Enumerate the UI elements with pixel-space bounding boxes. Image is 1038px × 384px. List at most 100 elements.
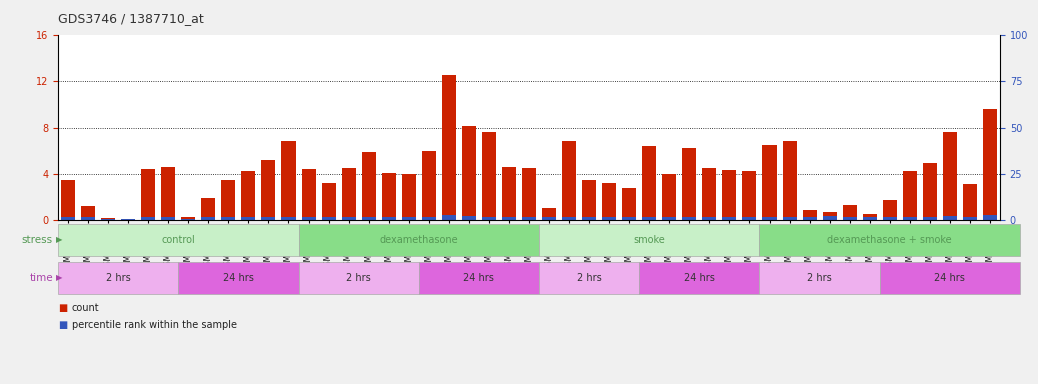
Bar xyxy=(880,262,1020,294)
Text: time: time xyxy=(29,273,53,283)
Bar xyxy=(301,169,316,220)
Text: count: count xyxy=(72,303,100,313)
Bar xyxy=(582,217,596,220)
Bar xyxy=(361,152,376,220)
Bar xyxy=(760,224,1020,256)
Bar xyxy=(882,217,897,220)
Bar xyxy=(262,160,275,220)
Bar xyxy=(923,163,937,220)
Bar xyxy=(539,262,639,294)
Text: ▶: ▶ xyxy=(56,273,62,283)
Bar xyxy=(522,217,536,220)
Bar xyxy=(442,215,456,220)
Bar xyxy=(81,206,95,220)
Bar xyxy=(382,172,395,220)
Bar xyxy=(201,198,215,220)
Text: dexamethasone: dexamethasone xyxy=(380,235,458,245)
Bar xyxy=(281,141,296,220)
Bar xyxy=(442,76,456,220)
Bar xyxy=(502,167,516,220)
Text: ■: ■ xyxy=(58,303,67,313)
Bar xyxy=(703,217,716,220)
Bar xyxy=(58,224,299,256)
Bar xyxy=(983,215,996,220)
Bar xyxy=(201,217,215,220)
Bar xyxy=(539,224,760,256)
Bar xyxy=(101,219,115,220)
Bar xyxy=(402,217,416,220)
Bar xyxy=(602,183,617,220)
Bar xyxy=(863,217,877,220)
Bar xyxy=(662,217,677,220)
Bar xyxy=(923,217,937,220)
Bar xyxy=(242,171,255,220)
Bar xyxy=(322,217,335,220)
Bar xyxy=(141,169,156,220)
Bar xyxy=(562,141,576,220)
Text: 2 hrs: 2 hrs xyxy=(577,273,601,283)
Bar xyxy=(763,217,776,220)
Text: ■: ■ xyxy=(58,320,67,330)
Bar xyxy=(542,217,556,220)
Text: ▶: ▶ xyxy=(56,235,62,245)
Bar xyxy=(760,262,880,294)
Bar xyxy=(161,167,175,220)
Bar xyxy=(742,217,757,220)
Bar xyxy=(763,145,776,220)
Bar xyxy=(101,218,115,220)
Text: percentile rank within the sample: percentile rank within the sample xyxy=(72,320,237,330)
Bar xyxy=(903,217,917,220)
Bar xyxy=(342,217,356,220)
Bar xyxy=(682,148,696,220)
Bar xyxy=(161,217,175,220)
Text: dexamethasone + smoke: dexamethasone + smoke xyxy=(827,235,952,245)
Bar xyxy=(562,217,576,220)
Text: 2 hrs: 2 hrs xyxy=(347,273,371,283)
Bar xyxy=(121,219,135,220)
Bar xyxy=(482,132,496,220)
Bar xyxy=(682,217,696,220)
Bar xyxy=(622,217,636,220)
Text: GDS3746 / 1387710_at: GDS3746 / 1387710_at xyxy=(58,12,203,25)
Bar xyxy=(602,217,617,220)
Bar xyxy=(121,219,135,220)
Text: 24 hrs: 24 hrs xyxy=(934,273,965,283)
Bar xyxy=(382,217,395,220)
Bar xyxy=(262,217,275,220)
Bar xyxy=(783,141,796,220)
Bar xyxy=(863,214,877,220)
Text: 24 hrs: 24 hrs xyxy=(223,273,254,283)
Text: 24 hrs: 24 hrs xyxy=(463,273,494,283)
Bar xyxy=(179,262,299,294)
Bar xyxy=(783,217,796,220)
Bar xyxy=(522,168,536,220)
Bar xyxy=(61,180,75,220)
Bar xyxy=(421,151,436,220)
Bar xyxy=(903,171,917,220)
Bar xyxy=(81,217,95,220)
Bar xyxy=(643,146,656,220)
Bar xyxy=(943,132,957,220)
Bar xyxy=(182,217,195,220)
Bar xyxy=(281,217,296,220)
Bar xyxy=(299,224,539,256)
Bar xyxy=(963,184,977,220)
Bar xyxy=(843,217,856,220)
Bar xyxy=(141,217,156,220)
Bar xyxy=(703,168,716,220)
Bar xyxy=(963,217,977,220)
Text: 2 hrs: 2 hrs xyxy=(808,273,832,283)
Bar xyxy=(662,174,677,220)
Bar xyxy=(943,216,957,220)
Text: stress: stress xyxy=(22,235,53,245)
Bar xyxy=(622,188,636,220)
Bar xyxy=(643,217,656,220)
Bar xyxy=(242,217,255,220)
Text: 24 hrs: 24 hrs xyxy=(684,273,715,283)
Bar xyxy=(221,180,236,220)
Bar xyxy=(301,217,316,220)
Bar xyxy=(361,217,376,220)
Bar xyxy=(823,216,837,220)
Bar xyxy=(542,209,556,220)
Bar xyxy=(802,210,817,220)
